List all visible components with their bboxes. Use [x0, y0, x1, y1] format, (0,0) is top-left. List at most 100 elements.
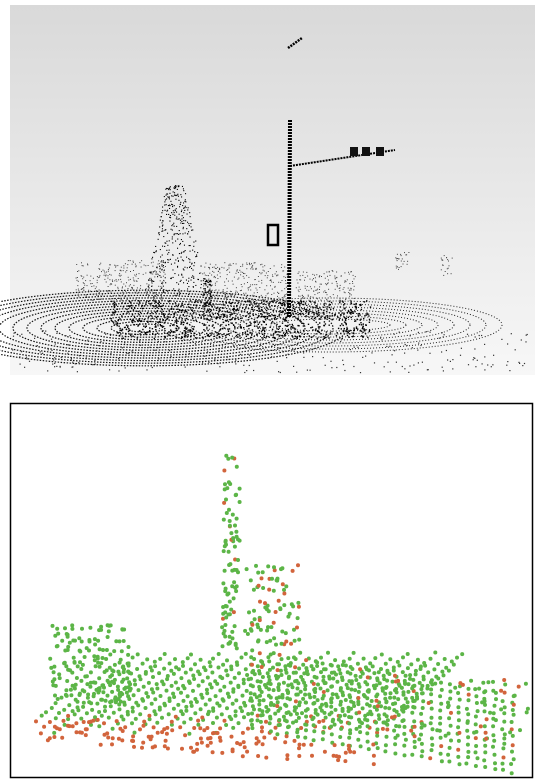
- point: [85, 280, 86, 281]
- point: [245, 293, 246, 294]
- point: [225, 337, 226, 338]
- point: [266, 324, 267, 325]
- point: [98, 295, 99, 296]
- point: [273, 310, 274, 311]
- point: [229, 531, 233, 535]
- point: [164, 246, 165, 247]
- point: [63, 649, 67, 653]
- point: [299, 336, 300, 337]
- point: [139, 262, 140, 263]
- point: [292, 325, 293, 326]
- point: [252, 309, 253, 310]
- point: [260, 313, 261, 314]
- point: [348, 672, 352, 676]
- point: [167, 333, 168, 334]
- point: [349, 331, 350, 332]
- point: [334, 693, 338, 697]
- point: [282, 330, 283, 331]
- point: [343, 759, 347, 763]
- point: [156, 731, 160, 735]
- point: [296, 616, 300, 620]
- point: [78, 281, 79, 282]
- point: [428, 756, 432, 760]
- point: [229, 301, 230, 302]
- point: [356, 662, 360, 666]
- point: [249, 677, 253, 681]
- point: [452, 359, 453, 360]
- point: [282, 715, 286, 719]
- point: [210, 295, 211, 296]
- point: [209, 273, 210, 274]
- point: [156, 317, 157, 318]
- point: [339, 287, 340, 288]
- point: [72, 366, 73, 367]
- point: [217, 363, 218, 364]
- point: [169, 250, 170, 251]
- point: [281, 335, 282, 336]
- point: [276, 700, 280, 704]
- point: [210, 288, 211, 289]
- point: [193, 282, 194, 283]
- point: [182, 721, 186, 725]
- point: [101, 656, 105, 660]
- point: [202, 314, 203, 315]
- point: [312, 695, 316, 699]
- point: [399, 267, 400, 268]
- point: [189, 717, 193, 721]
- point: [191, 280, 192, 281]
- point: [131, 706, 135, 710]
- point: [158, 233, 159, 234]
- point: [48, 349, 49, 350]
- point: [205, 284, 206, 285]
- point: [319, 656, 323, 660]
- point: [387, 362, 388, 363]
- point: [180, 223, 181, 224]
- point: [254, 279, 255, 280]
- point: [281, 582, 285, 586]
- point: [187, 330, 188, 331]
- point: [202, 311, 203, 312]
- point: [304, 715, 308, 719]
- point: [392, 666, 396, 670]
- point: [340, 299, 341, 300]
- point: [52, 670, 56, 674]
- point: [165, 210, 166, 211]
- point: [352, 336, 353, 337]
- point: [214, 298, 215, 299]
- point: [299, 320, 300, 321]
- point: [308, 314, 309, 315]
- point: [260, 665, 264, 669]
- point: [269, 703, 273, 707]
- point: [297, 283, 298, 284]
- point: [114, 302, 115, 303]
- point: [117, 737, 121, 741]
- point: [177, 309, 178, 310]
- point: [415, 697, 419, 701]
- point: [258, 315, 259, 316]
- point: [218, 271, 219, 272]
- point: [285, 757, 289, 761]
- point: [234, 714, 238, 718]
- point: [366, 712, 370, 716]
- point: [192, 318, 193, 319]
- point: [272, 300, 273, 301]
- point: [169, 300, 170, 301]
- point: [401, 670, 405, 674]
- point: [258, 600, 262, 604]
- point: [404, 252, 405, 253]
- point: [126, 270, 127, 271]
- point: [310, 754, 314, 758]
- point: [222, 301, 223, 302]
- point: [152, 328, 153, 329]
- point: [261, 314, 262, 315]
- point: [104, 279, 105, 280]
- point: [165, 242, 166, 243]
- point: [146, 332, 147, 333]
- point: [392, 696, 396, 700]
- point: [141, 321, 142, 322]
- point: [26, 358, 27, 359]
- point: [77, 271, 78, 272]
- point: [85, 297, 86, 298]
- point: [99, 277, 100, 278]
- point: [349, 296, 350, 297]
